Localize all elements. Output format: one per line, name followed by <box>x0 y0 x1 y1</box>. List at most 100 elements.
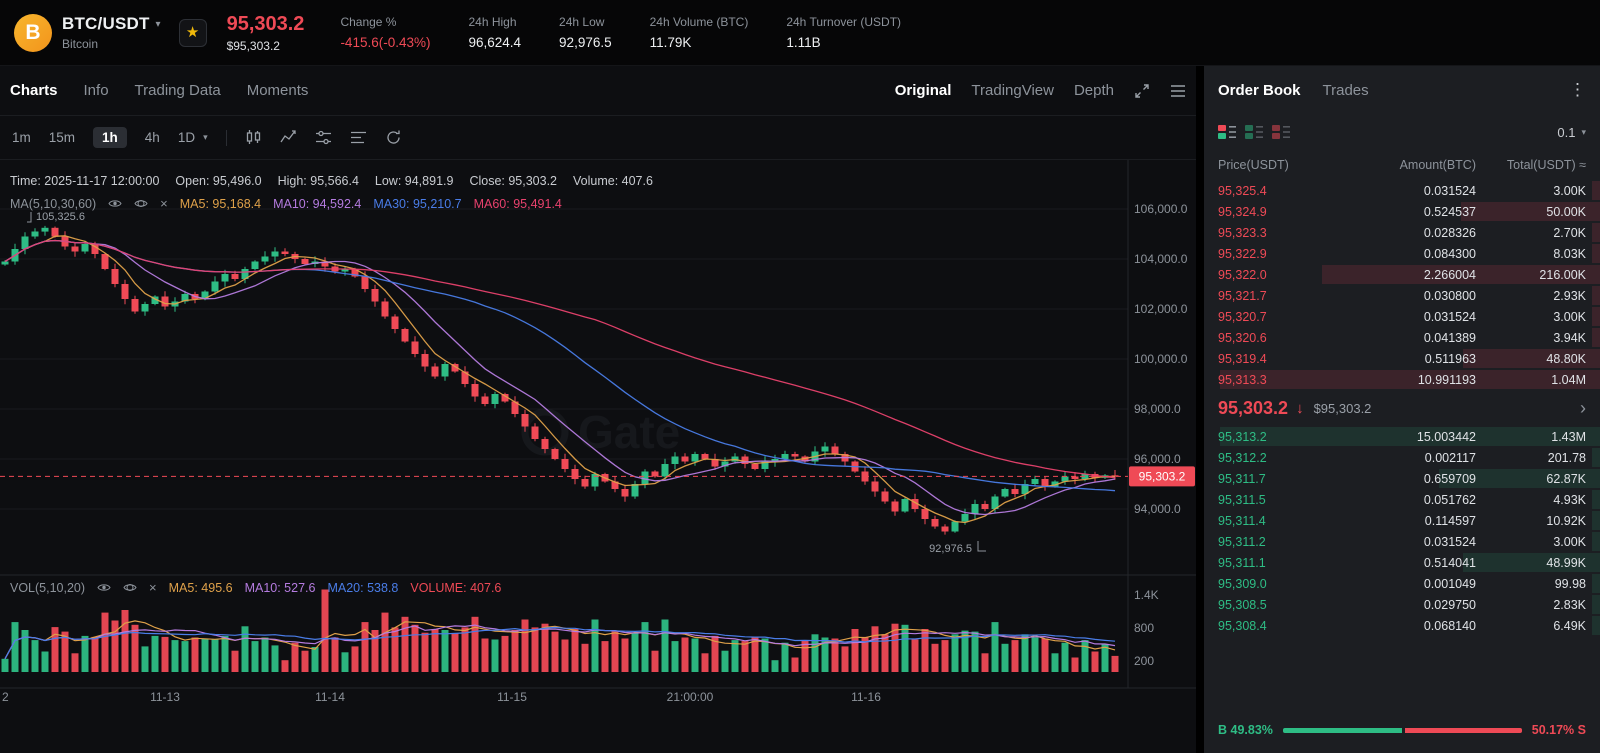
orderbook-layout-asks-icon[interactable] <box>1272 125 1290 139</box>
chart-menu-icon[interactable] <box>1170 84 1186 98</box>
bid-depth-bar <box>1592 448 1600 467</box>
ma30-value: MA30: 95,210.7 <box>373 196 462 211</box>
total-cell: 2.70K <box>1553 225 1586 240</box>
legend-open: Open: 95,496.0 <box>175 174 262 188</box>
svg-text:95,303.2: 95,303.2 <box>1139 469 1186 483</box>
precision-select[interactable]: 0.1 ▾ <box>1557 125 1586 140</box>
orderbook-layout-both-icon[interactable] <box>1218 125 1236 139</box>
tab-trades[interactable]: Trades <box>1322 81 1369 99</box>
ma10-value: MA10: 94,592.4 <box>273 196 362 211</box>
chevron-right-icon[interactable]: › <box>1580 397 1586 418</box>
orderbook-controls: 0.1 ▾ <box>1204 114 1600 150</box>
chart-panel: Charts Info Trading Data Moments Origina… <box>0 66 1196 753</box>
settings-sliders-icon[interactable] <box>315 129 332 146</box>
fullscreen-icon[interactable] <box>1134 83 1150 99</box>
orderbook-ask-row[interactable]: 95,313.3 10.991193 1.04M <box>1204 369 1600 390</box>
kebab-menu-icon[interactable]: ⋮ <box>1569 80 1586 99</box>
orderbook-ask-row[interactable]: 95,323.3 0.028326 2.70K <box>1204 222 1600 243</box>
chevron-down-icon: ▾ <box>155 18 161 30</box>
amount-cell: 0.514041 <box>1423 555 1476 570</box>
pair-selector[interactable]: BTC/USDT ▾ Bitcoin <box>62 14 161 51</box>
orderbook-ask-row[interactable]: 95,319.4 0.511963 48.80K <box>1204 348 1600 369</box>
orderbook-ask-row[interactable]: 95,322.0 2.266004 216.00K <box>1204 264 1600 285</box>
last-price-usd: $95,303.2 <box>226 38 280 53</box>
chart-toolbar: 1m 15m 1h 4h 1D ▾ <box>0 116 1196 160</box>
timeframe-1h[interactable]: 1h <box>93 127 127 148</box>
tab-order-book[interactable]: Order Book <box>1218 81 1301 99</box>
indicator-list-icon[interactable] <box>350 130 367 145</box>
close-icon[interactable]: × <box>160 196 168 211</box>
stat-value: -415.6(-0.43%) <box>340 35 431 50</box>
orderbook-bid-row[interactable]: 95,311.4 0.114597 10.92K <box>1204 510 1600 531</box>
orderbook-current-price[interactable]: 95,303.2 ↓ $95,303.2 › <box>1204 390 1600 426</box>
stat-label: 24h Volume (BTC) <box>649 15 749 29</box>
timeframe-1d[interactable]: 1D <box>177 130 196 145</box>
orderbook-ask-row[interactable]: 95,322.9 0.084300 8.03K <box>1204 243 1600 264</box>
svg-text:11-13: 11-13 <box>150 690 180 704</box>
price-cell: 95,309.0 <box>1218 576 1267 591</box>
ask-depth-bar <box>1592 181 1600 200</box>
orderbook-tabbar: Order Book Trades ⋮ <box>1204 66 1600 114</box>
total-cell: 3.94K <box>1553 330 1586 345</box>
price-cell: 95,311.4 <box>1218 513 1266 528</box>
candlestick-chart[interactable]: Time: 2025-11-17 12:00:00 Open: 95,496.0… <box>0 160 1196 753</box>
orderbook-bid-row[interactable]: 95,309.0 0.001049 99.98 <box>1204 573 1600 594</box>
tab-charts[interactable]: Charts <box>10 82 58 99</box>
chart-tabbar: Charts Info Trading Data Moments Origina… <box>0 66 1196 116</box>
orderbook-bid-row[interactable]: 95,311.1 0.514041 48.99K <box>1204 552 1600 573</box>
close-icon[interactable]: × <box>149 580 157 595</box>
svg-text:11-15: 11-15 <box>497 690 527 704</box>
svg-text:2: 2 <box>2 690 9 704</box>
eye-icon[interactable] <box>108 198 122 209</box>
refresh-icon[interactable] <box>385 129 402 146</box>
orderbook-ask-row[interactable]: 95,320.6 0.041389 3.94K <box>1204 327 1600 348</box>
orderbook-bid-row[interactable]: 95,312.2 0.002117 201.78 <box>1204 447 1600 468</box>
timeframe-4h[interactable]: 4h <box>144 130 160 145</box>
eye-all-icon[interactable] <box>123 582 137 593</box>
view-tab-original[interactable]: Original <box>894 82 952 99</box>
bid-depth-bar <box>1592 511 1600 530</box>
timeframe-1m[interactable]: 1m <box>12 130 31 145</box>
indicators-icon[interactable] <box>280 129 297 146</box>
amount-cell: 0.041389 <box>1423 330 1476 345</box>
timeframe-15m[interactable]: 15m <box>48 130 76 145</box>
price-cell: 95,325.4 <box>1218 183 1267 198</box>
amount-cell: 0.524537 <box>1423 204 1476 219</box>
svg-text:1.4K: 1.4K <box>1134 588 1159 602</box>
ask-depth-bar <box>1592 244 1600 263</box>
view-tab-tradingview[interactable]: TradingView <box>971 82 1054 99</box>
orderbook-bid-row[interactable]: 95,308.5 0.029750 2.83K <box>1204 594 1600 615</box>
view-tab-depth[interactable]: Depth <box>1073 82 1114 99</box>
legend-close: Close: 95,303.2 <box>469 174 558 188</box>
orderbook-ask-row[interactable]: 95,325.4 0.031524 3.00K <box>1204 180 1600 201</box>
timeframe-dropdown-icon[interactable]: ▾ <box>203 132 208 142</box>
eye-all-icon[interactable] <box>134 198 148 209</box>
favorite-star-button[interactable]: ★ <box>178 18 207 47</box>
stat-label: 24h Low <box>559 15 605 29</box>
orderbook-layout-bids-icon[interactable] <box>1245 125 1263 139</box>
tab-info[interactable]: Info <box>83 82 109 99</box>
svg-text:11-16: 11-16 <box>851 690 881 704</box>
svg-text:96,000.0: 96,000.0 <box>1134 452 1181 466</box>
orderbook-bid-row[interactable]: 95,308.4 0.068140 6.49K <box>1204 615 1600 636</box>
svg-text:102,000.0: 102,000.0 <box>1134 302 1188 316</box>
tab-trading-data[interactable]: Trading Data <box>134 82 221 99</box>
price-cell: 95,313.3 <box>1218 372 1267 387</box>
orderbook-bid-row[interactable]: 95,311.7 0.659709 62.87K <box>1204 468 1600 489</box>
amount-cell: 0.031524 <box>1423 183 1476 198</box>
orderbook-bid-row[interactable]: 95,311.5 0.051762 4.93K <box>1204 489 1600 510</box>
amount-cell: 0.659709 <box>1423 471 1476 486</box>
gate-logo[interactable]: B <box>14 13 52 52</box>
star-icon: ★ <box>185 24 200 41</box>
candle-style-icon[interactable] <box>245 129 262 146</box>
orderbook-ask-row[interactable]: 95,320.7 0.031524 3.00K <box>1204 306 1600 327</box>
tab-moments[interactable]: Moments <box>246 82 309 99</box>
orderbook-bid-row[interactable]: 95,311.2 0.031524 3.00K <box>1204 531 1600 552</box>
svg-text:98,000.0: 98,000.0 <box>1134 402 1181 416</box>
eye-icon[interactable] <box>97 582 111 593</box>
orderbook-bid-row[interactable]: 95,313.2 15.003442 1.43M <box>1204 426 1600 447</box>
orderbook-ask-row[interactable]: 95,324.9 0.524537 50.00K <box>1204 201 1600 222</box>
orderbook-ask-row[interactable]: 95,321.7 0.030800 2.93K <box>1204 285 1600 306</box>
price-cell: 95,319.4 <box>1218 351 1267 366</box>
chart-canvas[interactable]: 106,000.0 104,000.0 102,000.0 100,000.0 98,0… <box>0 160 1196 753</box>
